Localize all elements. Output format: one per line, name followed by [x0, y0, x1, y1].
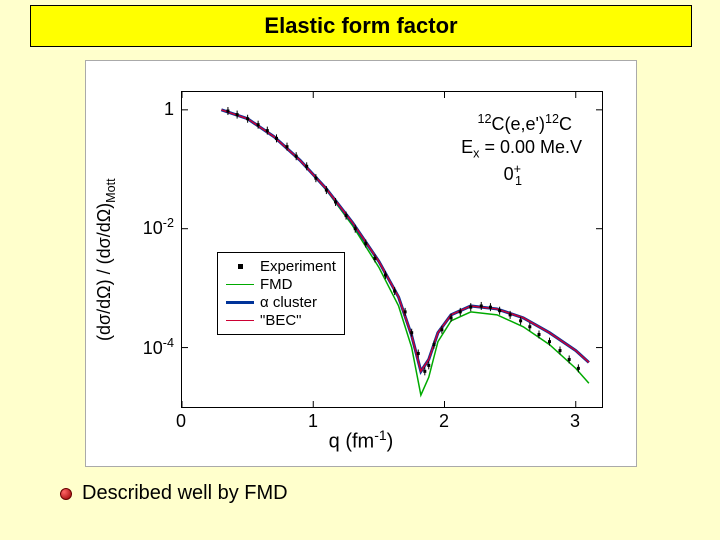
reaction-label-3: 0+1 — [504, 162, 522, 188]
reaction-label-2: Ex = 0.00 Me.V — [461, 137, 582, 161]
y-tick-1: 1 — [164, 99, 174, 120]
y-tick-1e-2: 10-2 — [143, 216, 174, 239]
legend-item: Experiment — [226, 258, 336, 275]
legend-item: α cluster — [226, 294, 336, 311]
legend-box: ExperimentFMDα cluster"BEC" — [217, 252, 345, 335]
reaction-label-1: 12C(e,e')12C — [478, 112, 572, 135]
title-bar: Elastic form factor — [30, 5, 692, 47]
page-title: Elastic form factor — [264, 13, 457, 39]
y-axis-label: (dσ/dΩ) / (dσ/dΩ)Mott — [94, 178, 118, 341]
bullet-described: Described well by FMD — [60, 482, 288, 505]
y-tick-1e-4: 10-4 — [143, 336, 174, 359]
bullet-icon — [60, 488, 72, 500]
chart-panel: (dσ/dΩ) / (dσ/dΩ)Mott 12C(e,e')12C Ex = … — [85, 60, 637, 467]
plot-box: 12C(e,e')12C Ex = 0.00 Me.V 0+1 Experime… — [181, 91, 603, 408]
bullet-text: Described well by FMD — [82, 482, 288, 505]
legend-item: FMD — [226, 276, 336, 293]
x-axis-label: q (fm-1) — [86, 427, 636, 454]
legend-item: "BEC" — [226, 312, 336, 329]
